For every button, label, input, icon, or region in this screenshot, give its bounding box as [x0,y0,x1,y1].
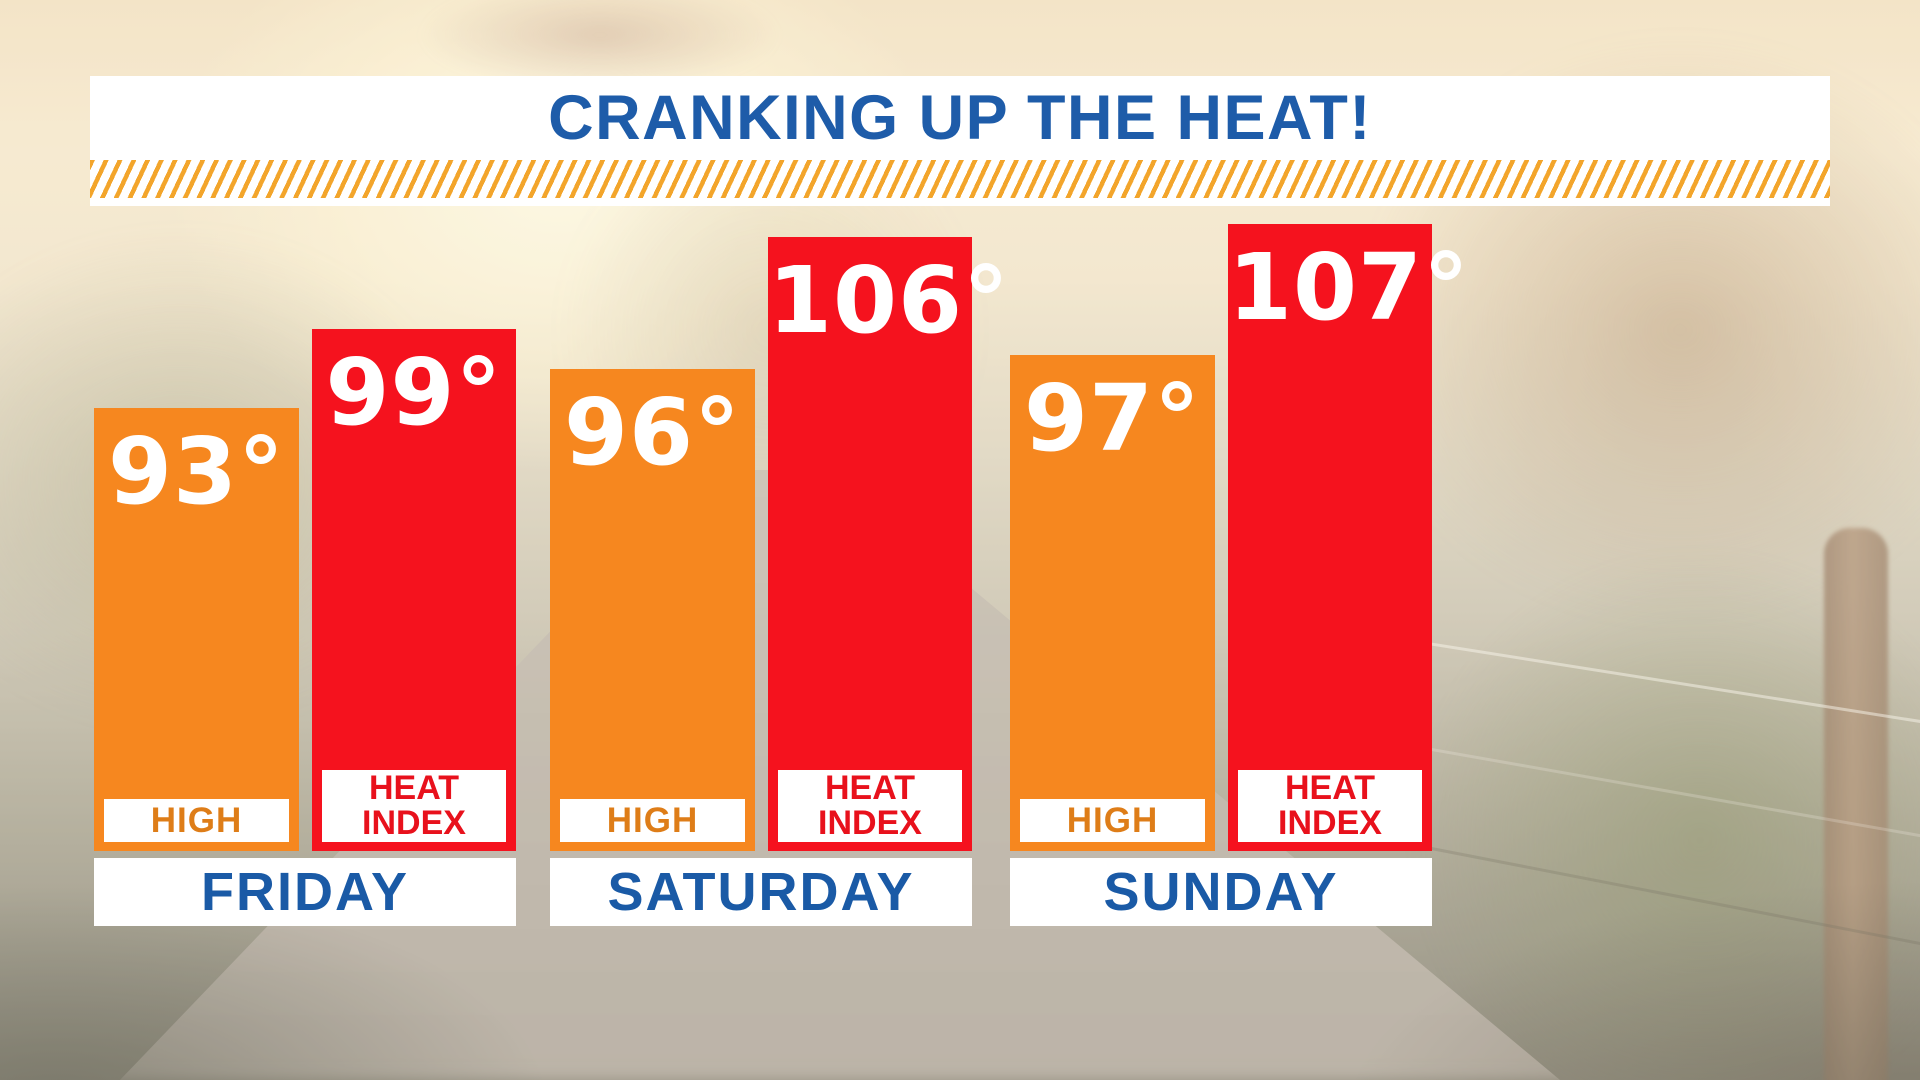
heat-index-label: HEAT INDEX [322,770,506,842]
high-label: HIGH [1020,799,1205,842]
heat-index-bar-friday: 99° HEAT INDEX [312,329,516,851]
heat-index-label-line1: HEAT [824,769,916,807]
day-label-friday: FRIDAY [94,858,516,926]
high-bar-saturday: 96° HIGH [550,369,755,851]
title-banner: CRANKING UP THE HEAT! [90,76,1830,206]
day-label-sunday: SUNDAY [1010,858,1432,926]
high-value-sunday: 97° [1023,365,1202,472]
high-label: HIGH [104,799,289,842]
heat-index-label: HEAT INDEX [1238,770,1422,842]
heat-index-label-line1: HEAT [1284,769,1376,807]
day-label-saturday: SATURDAY [550,858,972,926]
page-title: CRANKING UP THE HEAT! [548,83,1372,153]
day-group-saturday: 96° HIGH 106° HEAT INDEX SATURDAY [550,0,1011,926]
heat-index-value-sunday: 107° [1228,234,1471,341]
heat-index-value-friday: 99° [325,339,503,446]
heat-index-bar-sunday: 107° HEAT INDEX [1228,224,1471,851]
hatch-stripe-decoration [90,160,1830,198]
heat-index-label: HEAT INDEX [778,770,962,842]
day-group-sunday: 97° HIGH 107° HEAT INDEX SUNDAY [1010,0,1471,926]
heat-index-label-line2: INDEX [362,804,466,842]
heat-index-label-line1: HEAT [368,769,460,807]
high-value-saturday: 96° [563,379,742,486]
high-value-friday: 93° [107,418,286,525]
heat-index-label-line2: INDEX [1278,804,1382,842]
heat-index-bar-saturday: 106° HEAT INDEX [768,237,1011,851]
heat-index-value-saturday: 106° [768,247,1011,354]
high-bar-friday: 93° HIGH [94,408,299,851]
heat-index-label-line2: INDEX [818,804,922,842]
high-bar-sunday: 97° HIGH [1010,355,1215,851]
day-group-friday: 93° HIGH 99° HEAT INDEX FRIDAY [94,0,516,926]
high-label: HIGH [560,799,745,842]
